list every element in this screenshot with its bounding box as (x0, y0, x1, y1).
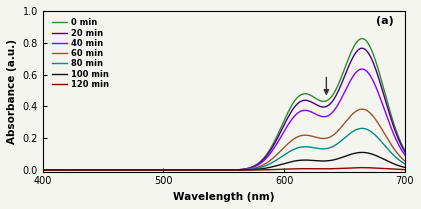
60 min (188, 169, 193, 171)
80 min (332, 144, 337, 147)
0 min (77, 169, 83, 171)
120 min (188, 169, 193, 171)
120 min (77, 169, 83, 171)
Line: 60 min: 60 min (43, 109, 408, 170)
20 min (77, 169, 83, 171)
100 min (406, 167, 411, 169)
60 min (40, 169, 45, 171)
Line: 80 min: 80 min (43, 128, 408, 170)
20 min (406, 156, 411, 158)
0 min (40, 169, 45, 171)
Line: 20 min: 20 min (43, 48, 408, 170)
40 min (201, 169, 206, 171)
0 min (188, 169, 193, 171)
0 min (360, 37, 365, 40)
60 min (332, 133, 337, 135)
120 min (360, 166, 365, 169)
120 min (332, 167, 337, 170)
20 min (360, 47, 365, 50)
60 min (291, 138, 296, 140)
100 min (332, 158, 337, 161)
20 min (332, 97, 337, 99)
40 min (360, 68, 365, 70)
100 min (77, 169, 83, 171)
60 min (201, 169, 206, 171)
100 min (201, 169, 206, 171)
100 min (291, 160, 296, 162)
80 min (77, 169, 83, 171)
40 min (40, 169, 45, 171)
60 min (77, 169, 83, 171)
0 min (291, 101, 296, 103)
100 min (188, 169, 193, 171)
Text: (a): (a) (376, 16, 394, 26)
20 min (291, 107, 296, 109)
0 min (201, 169, 206, 171)
80 min (40, 169, 45, 171)
Line: 0 min: 0 min (43, 39, 408, 170)
20 min (201, 169, 206, 171)
Y-axis label: Absorbance (a.u.): Absorbance (a.u.) (7, 39, 17, 144)
100 min (40, 169, 45, 171)
0 min (406, 155, 411, 157)
120 min (406, 168, 411, 171)
40 min (188, 169, 193, 171)
20 min (325, 104, 330, 107)
120 min (40, 169, 45, 171)
Line: 100 min: 100 min (43, 152, 408, 170)
20 min (188, 169, 193, 171)
Line: 40 min: 40 min (43, 69, 408, 170)
80 min (406, 164, 411, 167)
40 min (406, 158, 411, 161)
Line: 120 min: 120 min (43, 168, 408, 170)
0 min (325, 99, 330, 101)
60 min (325, 137, 330, 139)
20 min (40, 169, 45, 171)
80 min (188, 169, 193, 171)
100 min (325, 159, 330, 162)
40 min (291, 116, 296, 118)
80 min (325, 147, 330, 150)
120 min (201, 169, 206, 171)
120 min (325, 168, 330, 170)
80 min (291, 148, 296, 150)
0 min (332, 91, 337, 93)
60 min (360, 108, 365, 110)
80 min (360, 127, 365, 130)
Legend: 0 min, 20 min, 40 min, 60 min, 80 min, 100 min, 120 min: 0 min, 20 min, 40 min, 60 min, 80 min, 1… (51, 17, 110, 90)
100 min (360, 151, 365, 154)
40 min (77, 169, 83, 171)
80 min (201, 169, 206, 171)
40 min (325, 115, 330, 117)
60 min (406, 162, 411, 165)
40 min (332, 109, 337, 111)
120 min (291, 168, 296, 170)
X-axis label: Wavelength (nm): Wavelength (nm) (173, 192, 274, 202)
